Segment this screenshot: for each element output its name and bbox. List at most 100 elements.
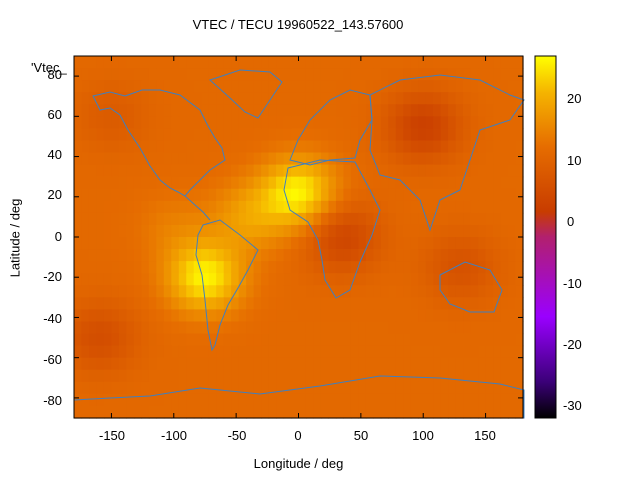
field-cell	[178, 393, 187, 407]
field-cell	[515, 333, 524, 347]
field-cell	[343, 273, 352, 286]
field-cell	[515, 381, 524, 395]
field-cell	[126, 212, 135, 226]
field-cell	[373, 104, 382, 117]
field-cell	[425, 333, 434, 347]
field-cell	[246, 393, 255, 407]
field-cell	[410, 56, 419, 69]
field-cell	[111, 405, 120, 419]
field-cell	[186, 224, 195, 238]
field-cell	[253, 92, 262, 105]
field-cell	[313, 80, 322, 93]
field-cell	[395, 333, 404, 347]
field-cell	[403, 164, 412, 178]
field-cell	[305, 128, 315, 142]
field-cell	[201, 104, 210, 117]
field-cell	[343, 92, 352, 105]
field-cell	[455, 333, 464, 347]
field-cell	[171, 309, 180, 323]
field-cell	[96, 249, 105, 262]
field-cell	[118, 164, 127, 178]
field-cell	[478, 381, 487, 395]
field-cell	[156, 321, 165, 335]
field-cell	[246, 68, 255, 81]
field-cell	[328, 405, 337, 419]
field-cell	[238, 212, 247, 226]
field-cell	[463, 104, 472, 117]
field-cell	[515, 140, 524, 154]
field-cell	[118, 333, 127, 347]
field-cell	[276, 200, 285, 214]
field-cell	[163, 164, 172, 178]
field-cell	[291, 128, 300, 142]
field-cell	[335, 56, 344, 69]
field-cell	[216, 224, 225, 238]
field-cell	[305, 224, 315, 238]
field-cell	[253, 188, 262, 202]
field-cell	[208, 80, 217, 93]
field-cell	[358, 176, 367, 190]
field-cell	[463, 140, 472, 154]
field-cell	[261, 116, 270, 129]
field-cell	[455, 381, 464, 395]
field-cell	[395, 200, 404, 214]
field-cell	[246, 261, 255, 274]
field-cell	[305, 237, 315, 250]
field-cell	[455, 297, 464, 310]
field-cell	[508, 140, 517, 154]
x-tick-label: 150	[474, 428, 496, 443]
field-cell	[485, 56, 494, 69]
field-cell	[500, 333, 509, 347]
y-tick-label: 60	[47, 107, 62, 122]
field-cell	[328, 393, 337, 407]
field-cell	[291, 80, 300, 93]
field-cell	[238, 104, 247, 117]
field-cell	[133, 249, 142, 262]
field-cell	[156, 188, 165, 202]
x-tick-label: 0	[294, 428, 302, 443]
field-cell	[74, 128, 83, 142]
field-cell	[148, 224, 157, 238]
field-cell	[261, 321, 270, 335]
field-cell	[118, 381, 127, 395]
field-cell	[223, 176, 232, 190]
field-cell	[298, 152, 307, 166]
field-cell	[448, 357, 457, 371]
field-cell	[118, 128, 127, 142]
field-cell	[268, 405, 277, 419]
field-cell	[388, 104, 397, 117]
field-cell	[291, 116, 300, 129]
field-cell	[216, 333, 225, 347]
field-cell	[380, 188, 389, 202]
field-cell	[231, 188, 240, 202]
field-cell	[470, 92, 479, 105]
field-cell	[380, 200, 389, 214]
field-cell	[178, 297, 187, 310]
field-cell	[350, 237, 359, 250]
chart-title: VTEC / TECU 19960522_143.57600	[192, 17, 404, 32]
field-cell	[231, 212, 240, 226]
field-cell	[515, 369, 524, 383]
colorbar-tick-label: 20	[567, 91, 582, 106]
field-cell	[118, 104, 127, 117]
field-cell	[440, 152, 449, 166]
field-cell	[493, 176, 502, 190]
field-cell	[141, 381, 150, 395]
field-cell	[403, 309, 412, 323]
field-cell	[291, 249, 300, 262]
field-cell	[111, 273, 120, 286]
field-cell	[365, 249, 374, 262]
field-cell	[246, 405, 255, 419]
field-cell	[178, 176, 187, 190]
field-cell	[283, 333, 292, 347]
field-cell	[463, 369, 472, 383]
field-cell	[253, 80, 262, 93]
field-cell	[320, 176, 330, 190]
field-cell	[320, 68, 330, 81]
field-cell	[478, 80, 487, 93]
field-cell	[508, 321, 517, 335]
field-cell	[238, 176, 247, 190]
field-cell	[410, 224, 419, 238]
field-cell	[276, 297, 285, 310]
field-cell	[343, 297, 352, 310]
